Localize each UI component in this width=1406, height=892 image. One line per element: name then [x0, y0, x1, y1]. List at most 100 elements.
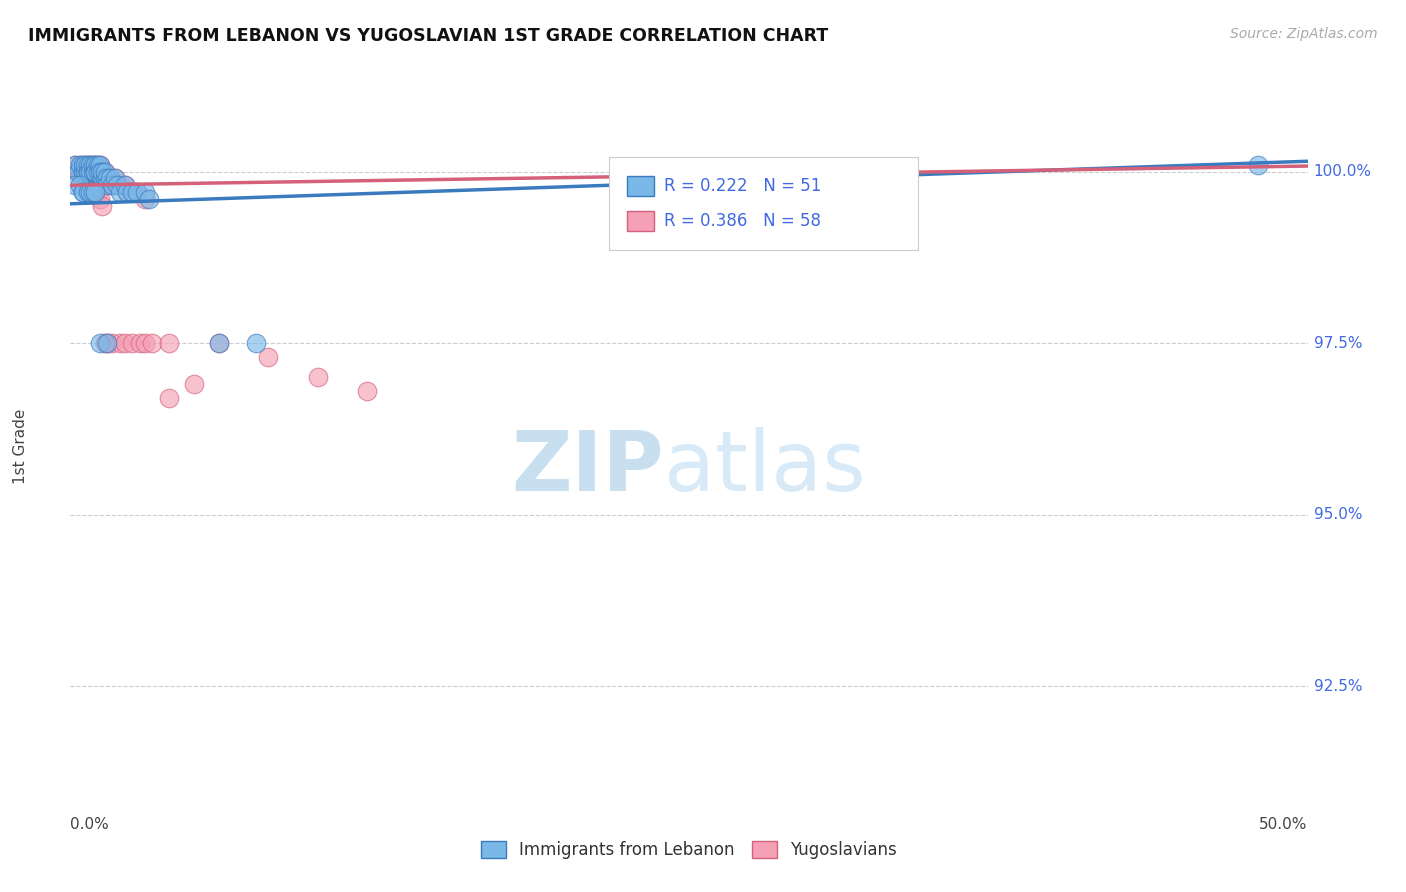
Point [76, 164, 98, 178]
Text: 95.0%: 95.0% [1313, 508, 1362, 522]
Point [114, 336, 136, 351]
Point [91, 199, 114, 213]
Point [75, 164, 97, 178]
Point [72, 171, 94, 186]
Text: ZIP: ZIP [512, 427, 664, 508]
Point [69, 158, 91, 172]
Point [108, 178, 131, 193]
Point [65, 158, 87, 172]
Point [72, 164, 94, 178]
Point [65, 158, 87, 172]
Point [76, 164, 98, 178]
Point [84, 185, 107, 199]
Point [94, 171, 117, 186]
Point [79, 178, 101, 193]
Point [105, 178, 128, 193]
Point [96, 336, 118, 351]
Point [84, 185, 107, 199]
Point [84, 158, 107, 172]
Point [89, 164, 111, 178]
Text: IMMIGRANTS FROM LEBANON VS YUGOSLAVIAN 1ST GRADE CORRELATION CHART: IMMIGRANTS FROM LEBANON VS YUGOSLAVIAN 1… [28, 27, 828, 45]
Point [76, 158, 98, 172]
Point [94, 164, 117, 178]
Point [98, 171, 121, 186]
Point [94, 164, 117, 178]
Point [84, 158, 107, 172]
Point [65, 178, 87, 193]
Point [75, 158, 97, 172]
Point [105, 178, 128, 193]
Point [115, 185, 138, 199]
Point [257, 350, 280, 364]
Point [208, 336, 231, 351]
Point [208, 336, 231, 351]
Point [79, 164, 101, 178]
Point [84, 164, 107, 178]
Point [91, 171, 114, 186]
Point [75, 164, 97, 178]
Point [82, 185, 104, 199]
Point [108, 336, 131, 351]
Point [104, 171, 127, 186]
Point [114, 178, 136, 193]
Point [157, 391, 180, 405]
Point [114, 178, 136, 193]
Point [101, 178, 124, 193]
Point [76, 164, 98, 178]
Point [91, 164, 114, 178]
Point [86, 164, 108, 178]
Point [89, 158, 111, 172]
Point [134, 336, 156, 351]
Point [96, 171, 118, 186]
Point [127, 185, 149, 199]
Point [82, 185, 104, 199]
Point [76, 178, 98, 193]
Text: 92.5%: 92.5% [1313, 679, 1362, 694]
Point [96, 336, 118, 351]
Point [98, 171, 121, 186]
Point [82, 164, 104, 178]
Point [72, 185, 94, 199]
Point [86, 158, 108, 172]
Point [66, 164, 89, 178]
Point [76, 158, 98, 172]
FancyBboxPatch shape [609, 157, 918, 250]
Point [127, 185, 149, 199]
Point [134, 192, 156, 206]
Legend: Immigrants from Lebanon, Yugoslavians: Immigrants from Lebanon, Yugoslavians [474, 834, 904, 866]
Point [91, 164, 114, 178]
Point [157, 336, 180, 351]
Text: 0.0%: 0.0% [70, 817, 110, 832]
Text: 97.5%: 97.5% [1313, 335, 1362, 351]
Text: Source: ZipAtlas.com: Source: ZipAtlas.com [1230, 27, 1378, 41]
Point [89, 158, 111, 172]
Point [89, 192, 111, 206]
Point [86, 185, 108, 199]
Point [82, 158, 104, 172]
Point [84, 164, 107, 178]
Point [79, 164, 101, 178]
Point [82, 158, 104, 172]
Point [108, 185, 131, 199]
Point [82, 164, 104, 178]
Point [75, 158, 97, 172]
Point [121, 185, 143, 199]
Point [69, 164, 91, 178]
Point [138, 192, 160, 206]
Point [101, 178, 124, 193]
Text: R = 0.222   N = 51: R = 0.222 N = 51 [664, 177, 821, 194]
Text: 100.0%: 100.0% [1313, 164, 1372, 179]
Point [245, 336, 267, 351]
Point [183, 377, 205, 392]
Point [121, 336, 143, 351]
Point [79, 158, 101, 172]
Point [134, 185, 156, 199]
Point [86, 158, 108, 172]
Point [69, 158, 91, 172]
Point [307, 370, 329, 384]
Point [94, 336, 117, 351]
Point [66, 164, 89, 178]
Point [66, 164, 89, 178]
Point [356, 384, 378, 398]
Point [76, 185, 98, 199]
